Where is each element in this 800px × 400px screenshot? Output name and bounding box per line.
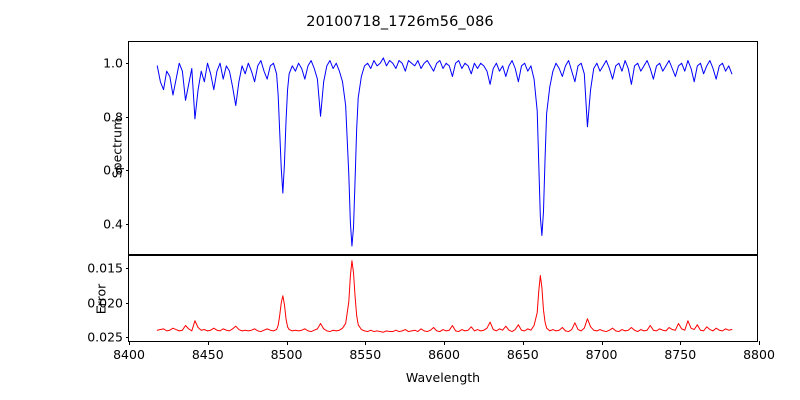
y-tick-label: 0.025 bbox=[87, 329, 123, 345]
error-line-series bbox=[129, 256, 757, 341]
y-tick-label: 0.6 bbox=[103, 162, 123, 178]
y-tick-mark bbox=[125, 63, 129, 65]
y-tick-label: 0.020 bbox=[87, 295, 123, 311]
x-tick-label: 8450 bbox=[191, 347, 224, 362]
spectrum-plot-area: Spectrum 0.4 0.6 0.8 1.0 bbox=[103, 41, 758, 255]
y-tick-mark bbox=[125, 116, 129, 118]
x-tick-mark bbox=[522, 341, 524, 345]
x-tick-label: 8800 bbox=[743, 347, 775, 362]
figure-title: 20100718_1726m56_086 bbox=[306, 14, 494, 30]
x-tick-label: 8750 bbox=[664, 347, 697, 362]
y-tick-mark bbox=[125, 223, 129, 225]
x-tick-mark bbox=[207, 341, 209, 345]
x-tick-label: 8400 bbox=[113, 347, 145, 362]
y-tick-label: 0.4 bbox=[103, 216, 123, 232]
x-tick-mark bbox=[680, 341, 682, 345]
y-tick-mark bbox=[125, 170, 129, 172]
x-axis-label: Wavelength bbox=[405, 370, 481, 385]
y-tick-mark bbox=[125, 268, 129, 270]
error-plot-area: Error 0.025 0.020 0.015 8400 8450 8500 8550 86… bbox=[87, 255, 775, 362]
x-tick-label: 8550 bbox=[349, 347, 382, 362]
y-tick-mark bbox=[125, 302, 129, 304]
spectrum-line-series bbox=[129, 42, 757, 254]
y-tick-mark bbox=[125, 337, 129, 339]
y-tick-label: 0.015 bbox=[87, 260, 123, 276]
x-tick-mark bbox=[129, 341, 130, 345]
x-tick-mark bbox=[601, 341, 603, 345]
x-tick-mark bbox=[444, 341, 445, 345]
x-tick-label: 8600 bbox=[428, 347, 460, 362]
x-tick-label: 8700 bbox=[585, 347, 618, 362]
y-tick-label: 0.8 bbox=[103, 109, 123, 125]
x-tick-mark bbox=[759, 341, 760, 345]
x-tick-mark bbox=[365, 341, 367, 345]
x-tick-mark bbox=[286, 341, 288, 345]
x-tick-label: 8500 bbox=[270, 347, 303, 362]
x-tick-label: 8650 bbox=[506, 347, 539, 362]
y-tick-label: 1.0 bbox=[103, 55, 123, 71]
